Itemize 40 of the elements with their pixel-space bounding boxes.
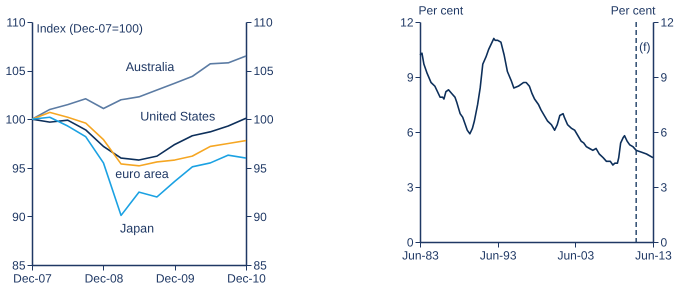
y-tick-label: 6: [406, 126, 414, 140]
y2-tick-label: 95: [254, 161, 268, 176]
y-tick-label: 105: [5, 64, 26, 78]
y-tick-label: 0: [406, 236, 414, 250]
line-series: [31, 55, 247, 120]
x-tick-label: Dec-08: [84, 272, 124, 283]
x-tick-label: Jun-03: [557, 248, 594, 262]
y2-tick-label: 3: [660, 180, 668, 194]
x-tick-label: Jun-13: [635, 248, 672, 262]
y-tick-label: 12: [400, 16, 414, 30]
y-tick-label: 85: [12, 258, 26, 272]
series-label: Japan: [120, 221, 154, 236]
y2-tick-label: 100: [254, 112, 274, 127]
series-label: United States: [140, 109, 216, 124]
x-tick-label: Dec-10: [227, 272, 266, 283]
y-tick-label: 3: [406, 180, 414, 194]
y2-tick-label: 9: [660, 70, 668, 84]
y2-tick-label: 0: [660, 236, 668, 250]
y-tick-label: 95: [12, 161, 26, 176]
x-tick-label: Jun-93: [480, 248, 517, 262]
x-tick-label: Jun-83: [402, 248, 440, 262]
y-tick-label: 90: [12, 210, 26, 224]
y-tick-label: 110: [6, 16, 26, 30]
line-series: [31, 112, 247, 167]
y-tick-label: 100: [5, 112, 26, 127]
series-label: euro area: [115, 166, 169, 181]
x-tick-label: Dec-09: [156, 272, 195, 283]
y2-axis-title: Per cent: [610, 4, 656, 18]
y2-tick-label: 85: [254, 258, 268, 272]
x-tick-label: Dec-07: [13, 272, 52, 283]
y-axis-title: Index (Dec-07=100): [36, 22, 143, 36]
y2-tick-label: 90: [254, 210, 268, 224]
y2-tick-label: 12: [660, 16, 674, 30]
y-axis-title: Per cent: [418, 4, 464, 18]
series-label: Australia: [126, 60, 174, 74]
y-tick-label: 9: [406, 70, 414, 84]
y2-tick-label: 110: [254, 16, 273, 30]
y2-tick-label: 6: [660, 126, 668, 140]
y2-tick-label: 105: [254, 64, 274, 78]
ref-line-label: (f): [639, 40, 650, 54]
